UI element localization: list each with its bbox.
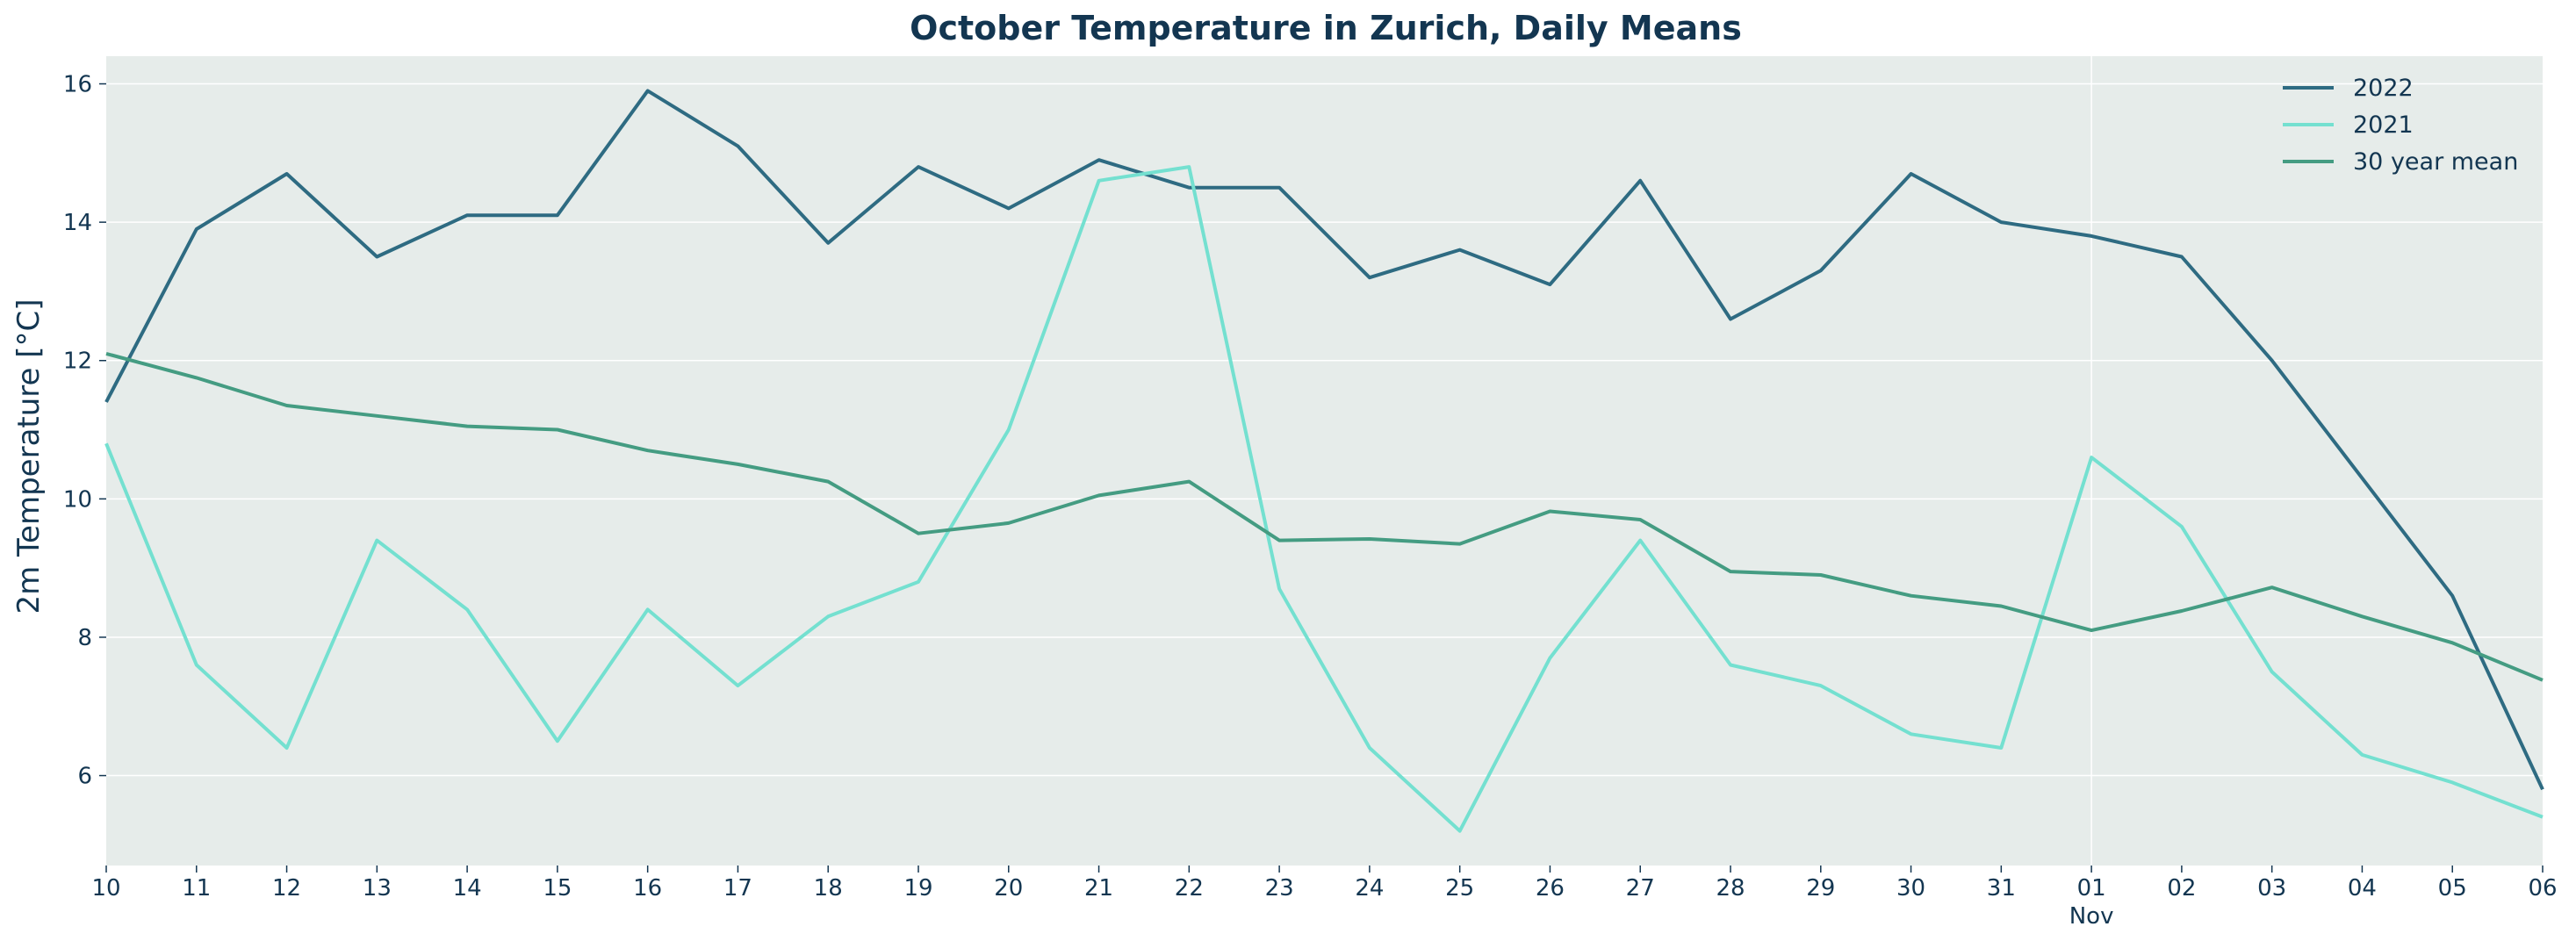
x-tick-label: 21: [1084, 875, 1113, 901]
legend-label: 2021: [2353, 111, 2414, 139]
y-axis-ticks: 6 8 10 12 14 16: [63, 72, 106, 790]
legend-label: 2022: [2353, 75, 2414, 102]
series-line: [104, 89, 2544, 791]
x-tick-label: 20: [994, 875, 1023, 901]
y-tick-label: 8: [77, 625, 92, 651]
x-tick-label: 14: [453, 875, 482, 901]
y-tick-label: 10: [63, 486, 92, 513]
x-tick-sublabel: Nov: [2069, 903, 2114, 930]
x-tick-label: 02: [2167, 875, 2196, 901]
x-tick-label: 24: [1355, 875, 1384, 901]
x-axis-ticks: 10 11 12 13 14 15 16 17 18 19 20 21 22 23 24 25 26 27 28 29…: [91, 866, 2558, 930]
x-tick-label: 11: [182, 875, 211, 901]
x-tick-label: 10: [91, 875, 120, 901]
grid-lines: [106, 56, 2543, 866]
x-tick-label: 05: [2438, 875, 2467, 901]
x-tick-label: 30: [1896, 875, 1925, 901]
x-tick-label: 03: [2257, 875, 2286, 901]
x-tick-label: 19: [903, 875, 932, 901]
x-tick-label: 06: [2528, 875, 2557, 901]
x-tick-label: 25: [1445, 875, 1474, 901]
x-tick-label: 12: [272, 875, 301, 901]
series-line: [105, 351, 2544, 682]
y-tick-label: 12: [63, 348, 92, 375]
series-line: [104, 165, 2544, 833]
x-tick-label: 15: [543, 875, 572, 901]
x-tick-label: 16: [633, 875, 662, 901]
y-tick-label: 6: [77, 764, 92, 790]
plot-area: [106, 56, 2543, 866]
legend-label: 30 year mean: [2353, 148, 2518, 176]
x-tick-label: 31: [1987, 875, 2016, 901]
x-tick-label: 28: [1716, 875, 1745, 901]
x-tick-label: 04: [2348, 875, 2377, 901]
series-layer: [104, 89, 2544, 833]
x-tick-label: 27: [1626, 875, 1655, 901]
y-tick-label: 14: [63, 210, 92, 236]
y-tick-label: 16: [63, 72, 92, 98]
x-tick-label: 29: [1806, 875, 1835, 901]
x-tick-label: 18: [814, 875, 843, 901]
x-tick-label: 26: [1536, 875, 1565, 901]
legend: 2022 2021 30 year mean: [2283, 75, 2518, 176]
x-tick-label: 23: [1265, 875, 1294, 901]
x-tick-label: 17: [723, 875, 752, 901]
chart-title: October Temperature in Zurich, Daily Mea…: [910, 9, 1742, 47]
x-tick-label: 22: [1175, 875, 1204, 901]
y-axis-label: 2m Temperature [°C]: [11, 298, 47, 614]
x-tick-label: 01: [2077, 875, 2106, 901]
x-tick-label: 13: [363, 875, 392, 901]
